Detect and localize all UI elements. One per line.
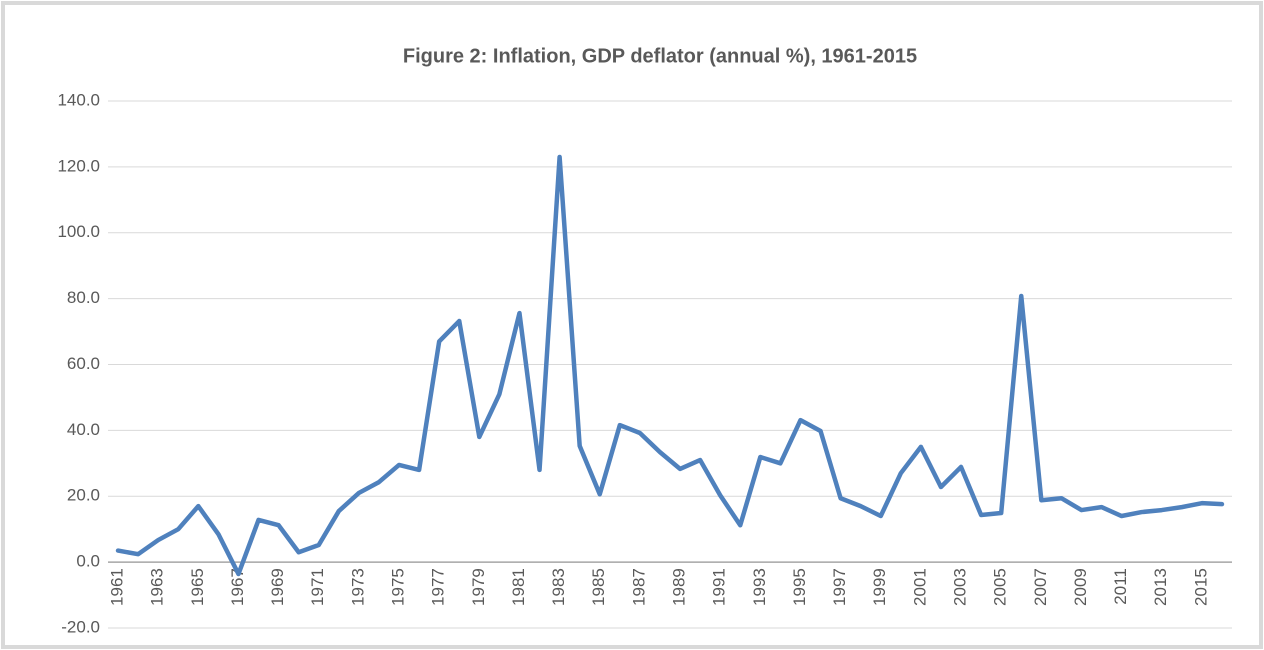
series-line <box>115 154 1225 577</box>
x-tick-label: 1985 <box>589 568 608 606</box>
x-tick-label: 1989 <box>670 568 689 606</box>
y-tick-label: 120.0 <box>57 156 100 175</box>
y-tick-label: 0.0 <box>76 552 100 571</box>
x-tick-label: 1997 <box>830 568 849 606</box>
x-tick-label: 1979 <box>469 568 488 606</box>
y-tick-label: 20.0 <box>67 486 100 505</box>
x-tick-label: 1961 <box>108 568 127 606</box>
x-tick-label: 1981 <box>509 568 528 606</box>
x-tick-label: 1973 <box>348 568 367 606</box>
y-tick-label: 80.0 <box>67 288 100 307</box>
x-tick-label: 1983 <box>549 568 568 606</box>
y-tick-label: 60.0 <box>67 354 100 373</box>
x-tick-label: 1999 <box>870 568 889 606</box>
x-tick-label: 2001 <box>910 568 929 606</box>
x-tick-label: 1987 <box>629 568 648 606</box>
x-tick-label: 1965 <box>188 568 207 606</box>
x-tick-label: 1963 <box>148 568 167 606</box>
x-tick-label: 2013 <box>1151 568 1170 606</box>
y-tick-label: -20.0 <box>61 617 100 636</box>
x-tick-label: 2007 <box>1031 568 1050 606</box>
x-tick-label: 1991 <box>710 568 729 606</box>
x-tick-label: 2015 <box>1191 568 1210 606</box>
x-tick-label: 2005 <box>991 568 1010 606</box>
x-tick-label: 2011 <box>1111 568 1130 605</box>
y-tick-label: 140.0 <box>57 90 100 109</box>
x-tick-label: 1993 <box>750 568 769 606</box>
x-tick-label: 1995 <box>790 568 809 606</box>
x-tick-label: 2009 <box>1071 568 1090 606</box>
y-tick-label: 40.0 <box>67 420 100 439</box>
x-tick-label: 1977 <box>429 568 448 606</box>
x-tick-label: 1971 <box>308 568 327 606</box>
x-tick-label: 2003 <box>951 568 970 606</box>
x-tick-label: 1975 <box>389 568 408 606</box>
x-tick-label: 1969 <box>268 568 287 606</box>
x-tick-label: 1967 <box>228 568 247 606</box>
y-tick-label: 100.0 <box>57 222 100 241</box>
chart-title: Figure 2: Inflation, GDP deflator (annua… <box>403 45 917 67</box>
